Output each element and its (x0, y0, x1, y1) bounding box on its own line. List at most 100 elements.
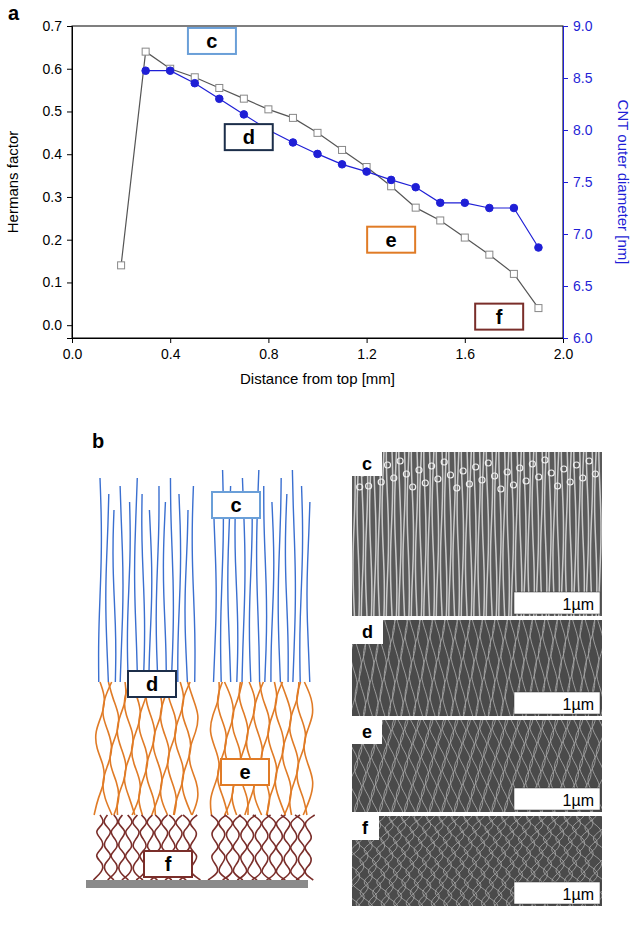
strand-wavy (124, 682, 134, 815)
fiber (409, 816, 432, 906)
strand-aligned (178, 494, 181, 682)
tick-mark (67, 69, 72, 70)
fiber (430, 620, 437, 716)
strand-wavy (275, 682, 285, 815)
data-point (510, 204, 518, 212)
strand-tangled (119, 815, 129, 880)
strand-aligned (300, 486, 303, 682)
strand-wavy (160, 682, 170, 815)
fiber (425, 816, 451, 906)
image-label-box (352, 452, 382, 476)
tick-label: 0.7 (43, 18, 63, 34)
fiber (365, 452, 367, 616)
tick-label: 0.6 (43, 61, 63, 77)
tick-label: 6.0 (573, 330, 593, 346)
fiber (599, 452, 601, 616)
tick-label: 0.4 (161, 346, 181, 362)
fiber (485, 816, 498, 906)
tick: 0.1 (43, 274, 72, 290)
annotation: c (188, 28, 236, 54)
region-label: f (144, 851, 192, 877)
y2-axis: 6.06.57.07.58.08.59.0 (563, 18, 593, 346)
tick: 0.0 (63, 338, 83, 362)
fiber (480, 620, 487, 716)
strand-aligned (278, 478, 281, 682)
image-label-box (352, 620, 383, 644)
tick-mark (67, 240, 72, 241)
fiber (400, 816, 425, 906)
annotation: d (225, 124, 273, 150)
fiber (449, 452, 451, 616)
image-label-box (352, 720, 382, 744)
fiber (357, 452, 359, 616)
fiber (582, 452, 584, 616)
axis-line (67, 27, 73, 339)
tick-mark (67, 26, 72, 27)
fiber-tip (492, 473, 498, 479)
annotation: e (367, 227, 415, 253)
fiber (409, 620, 416, 716)
fiber (422, 816, 445, 906)
tick: 1.2 (357, 338, 377, 362)
fiber (370, 452, 372, 616)
data-point (363, 168, 371, 176)
tick-label: 8.5 (573, 70, 593, 86)
data-point (535, 244, 543, 252)
fiber-tip (454, 485, 460, 491)
fiber (401, 620, 407, 716)
tick-label: 6.5 (573, 278, 593, 294)
fiber (460, 816, 473, 906)
tick-label: 0.1 (43, 274, 63, 290)
axis-line (73, 339, 564, 344)
tick: 0.3 (43, 189, 72, 205)
label-box (225, 124, 273, 150)
fiber-tip (385, 462, 391, 468)
tick: 1.6 (456, 338, 476, 362)
strand-aligned (106, 494, 109, 682)
fiber (387, 816, 412, 906)
fiber (446, 620, 453, 716)
fiber (423, 816, 436, 906)
data-point (240, 111, 248, 119)
fiber-tip (592, 471, 598, 477)
fiber (437, 816, 463, 906)
strand-tangled (93, 815, 103, 880)
fiber (435, 816, 448, 906)
strand-wavy (254, 682, 264, 815)
strand-aligned (271, 502, 274, 682)
strand-wavy (218, 682, 228, 815)
fiber-tip (567, 479, 573, 485)
tick-mark (170, 338, 171, 343)
strand-aligned (127, 502, 130, 682)
x-axis-title: Distance from top [mm] (240, 370, 395, 387)
strand-wavy (167, 682, 176, 815)
data-point (535, 305, 542, 312)
data-point (289, 114, 296, 121)
strand-aligned (213, 494, 216, 682)
fiber (440, 452, 442, 616)
fiber-tip (403, 471, 409, 477)
image-ground (352, 452, 602, 616)
series-line (146, 71, 539, 248)
strand-aligned (113, 510, 116, 682)
fiber (536, 452, 538, 616)
strand-tangled (233, 815, 243, 880)
annotations: cdef (188, 28, 523, 330)
label-box (221, 759, 269, 785)
strand-aligned (149, 510, 152, 682)
strand-tangled (267, 815, 276, 880)
fiber (468, 620, 475, 716)
fiber (532, 452, 534, 616)
strand-wavy (94, 682, 104, 815)
fiber (428, 452, 430, 616)
fiber (485, 816, 506, 906)
tick-label: 8.0 (573, 122, 593, 138)
tick-mark (67, 325, 72, 326)
y2-axis-title: CNT outer diameter [nm] (615, 100, 632, 265)
fiber-tip (580, 475, 586, 481)
tick: 6.5 (563, 278, 593, 294)
fiber (498, 816, 511, 906)
tick: 2.0 (554, 338, 574, 362)
fiber (487, 816, 514, 906)
plot-frame (72, 26, 563, 338)
